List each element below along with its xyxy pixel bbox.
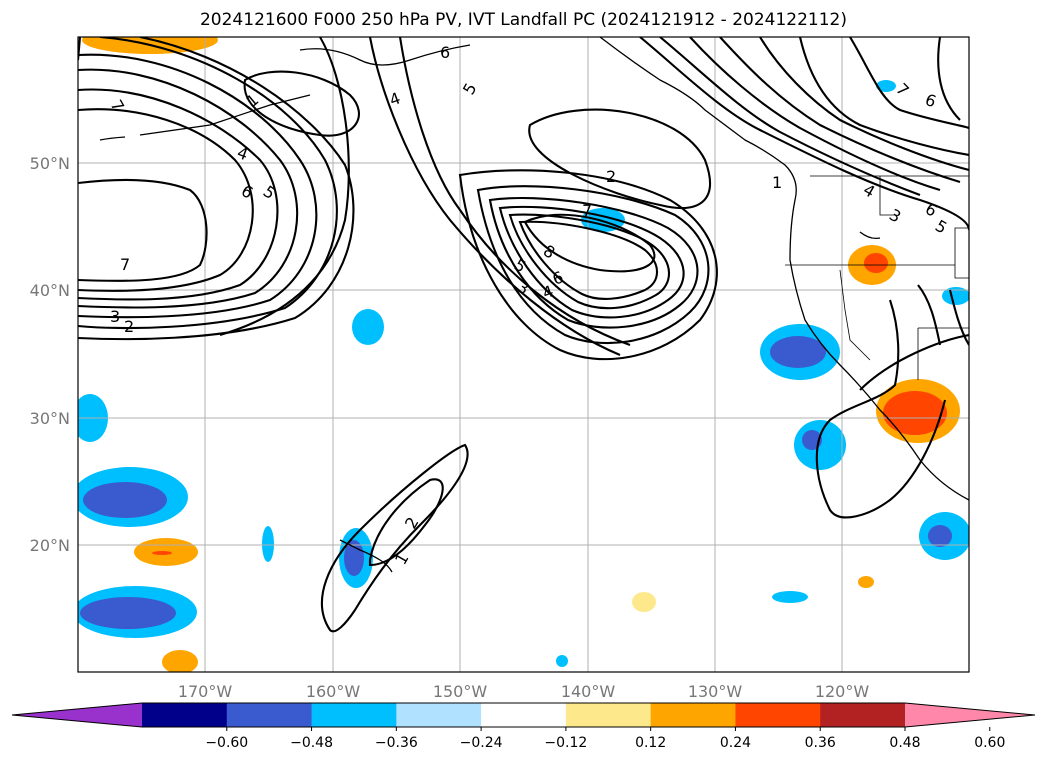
colorbar: −0.60 −0.48 −0.36 −0.24 −0.12 0.12 0.24 0.36 0.4…: [11, 702, 1036, 751]
lon-tick-label: 150°W: [433, 682, 488, 701]
colorbar-tick-label: −0.60: [205, 735, 248, 751]
colorbar-segment: [565, 703, 652, 727]
ivt-blob: [83, 482, 167, 518]
ivt-blob: [80, 597, 176, 629]
ivt-blob: [632, 592, 656, 612]
colorbar-segment: [735, 703, 821, 727]
longitude-labels: 170°W 160°W 150°W 140°W 130°W 120°W: [178, 682, 870, 701]
colorbar-segment: [311, 703, 397, 727]
ivt-blob: [352, 309, 384, 345]
ivt-blob: [162, 650, 198, 672]
colorbar-tick-label: −0.48: [290, 735, 333, 751]
ivt-blob: [770, 336, 826, 368]
ivt-blob: [858, 576, 874, 588]
colorbar-segment: [481, 703, 567, 727]
colorbar-outline: [11, 702, 1036, 728]
colorbar-segment: [226, 703, 313, 727]
colorbar-segment: [142, 703, 228, 727]
colorbar-tick-label: 0.48: [889, 735, 920, 751]
contour-label: 7: [120, 255, 130, 274]
lon-tick-label: 120°W: [815, 682, 870, 701]
latitude-labels: 50°N 40°N 30°N 20°N: [30, 154, 70, 555]
colorbar-tick-label: 0.12: [635, 735, 666, 751]
ivt-blob: [152, 551, 172, 555]
contour-label: 2: [606, 167, 616, 186]
ivt-blob: [262, 526, 274, 562]
colorbar-extend-max: [905, 703, 1035, 727]
ivt-negative-shading: [78, 80, 969, 667]
lon-tick-label: 140°W: [561, 682, 616, 701]
map-content: 7 1 4 6 5 7 3 2 6 4 5 2 7 8 5 3 4 6 1 4 …: [78, 37, 969, 672]
colorbar-tick-label: 0.60: [974, 735, 1005, 751]
ivt-blob: [942, 287, 969, 305]
lon-tick-label: 130°W: [688, 682, 743, 701]
colorbar-tick-label: −0.24: [460, 735, 503, 751]
map-title: 2024121600 F000 250 hPa PV, IVT Landfall…: [199, 10, 847, 30]
ivt-blob: [928, 525, 952, 547]
graticule: [78, 37, 969, 672]
colorbar-extend-min: [12, 703, 142, 727]
colorbar-tick-label: 0.36: [805, 735, 836, 751]
contour-label: 3: [110, 307, 120, 326]
pv-contours: [78, 37, 969, 633]
ivt-blob: [876, 80, 896, 92]
ivt-positive-shading: [82, 37, 960, 672]
lat-tick-label: 50°N: [30, 154, 70, 173]
colorbar-segment: [650, 703, 736, 727]
contour-label: 2: [124, 317, 134, 336]
contour-label: 6: [440, 43, 450, 62]
colorbar-segment: [396, 703, 482, 727]
colorbar-tick-label: 0.24: [720, 735, 751, 751]
ivt-blob: [864, 253, 888, 273]
map-frame: [77, 36, 970, 673]
contour-label: 1: [772, 173, 782, 192]
ivt-blob: [772, 591, 808, 603]
colorbar-tick-label: −0.12: [544, 735, 587, 751]
colorbar-segment: [820, 703, 906, 727]
colorbar-tick-label: −0.36: [375, 735, 418, 751]
contour-label: 7: [582, 201, 592, 220]
lat-tick-label: 20°N: [30, 536, 70, 555]
lon-tick-label: 160°W: [306, 682, 361, 701]
lon-tick-label: 170°W: [178, 682, 233, 701]
ivt-blob: [883, 391, 947, 435]
lat-tick-label: 40°N: [30, 281, 70, 300]
lat-tick-label: 30°N: [30, 409, 70, 428]
ivt-blob: [556, 655, 568, 667]
